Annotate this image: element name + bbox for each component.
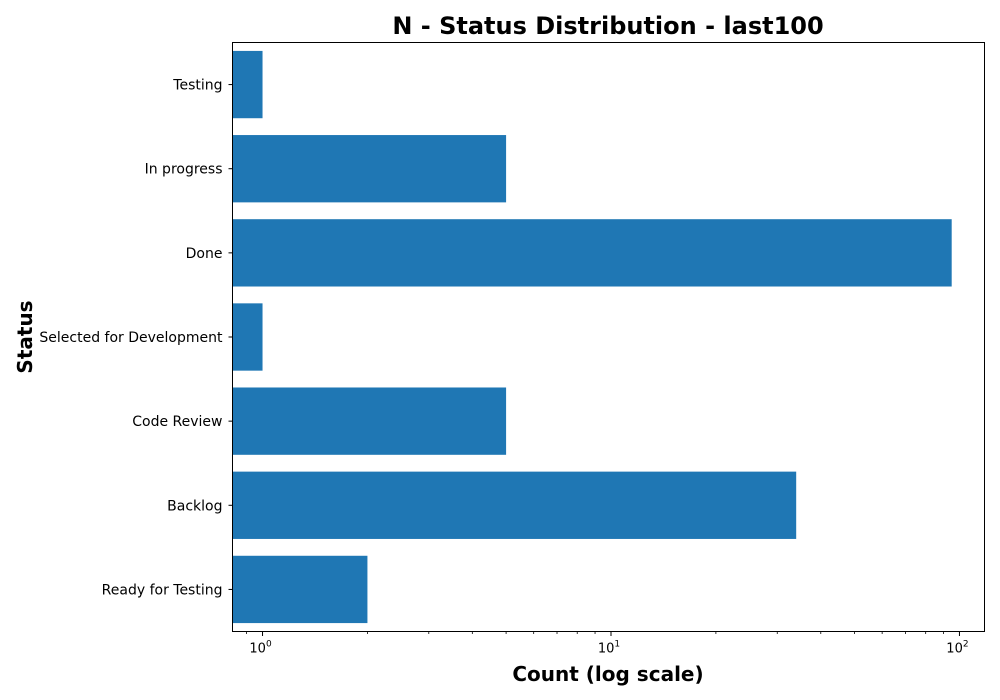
- bars-group: [232, 50, 952, 624]
- x-tick-base: 10: [249, 642, 266, 657]
- x-tick-exponent: 0: [266, 640, 272, 650]
- bar-ready-for-testing: [232, 555, 368, 624]
- bar-in-progress: [232, 135, 507, 203]
- y-tick-label: Testing: [172, 78, 222, 94]
- y-axis: Testing In progress Done Selected for Devel…: [39, 78, 233, 598]
- x-tick-exponent: 2: [963, 640, 969, 650]
- y-tick-label: In progress: [145, 162, 223, 178]
- y-tick-label: Done: [186, 246, 223, 262]
- y-tick-label: Code Review: [132, 414, 222, 430]
- y-tick-label: Selected for Development: [39, 330, 223, 346]
- y-tick-label: Ready for Testing: [102, 582, 223, 598]
- x-tick-label: 100: [249, 640, 272, 657]
- bar-code-review: [232, 387, 507, 455]
- x-tick-base: 10: [946, 642, 963, 657]
- bar-selected-for-development: [232, 303, 263, 371]
- x-axis: 100 101 102: [246, 631, 969, 657]
- plot-frame: [232, 42, 985, 632]
- chart-title: N - Status Distribution - last100: [392, 12, 823, 40]
- x-tick-label: 101: [598, 640, 620, 657]
- y-tick-label: Backlog: [167, 498, 222, 514]
- y-axis-label: Status: [13, 300, 37, 373]
- bar-testing: [232, 50, 263, 119]
- x-axis-label: Count (log scale): [512, 662, 703, 686]
- x-tick-base: 10: [598, 642, 615, 657]
- x-tick-label: 102: [946, 640, 968, 657]
- x-tick-exponent: 1: [614, 640, 620, 650]
- bar-done: [232, 219, 952, 287]
- bar-backlog: [232, 471, 797, 539]
